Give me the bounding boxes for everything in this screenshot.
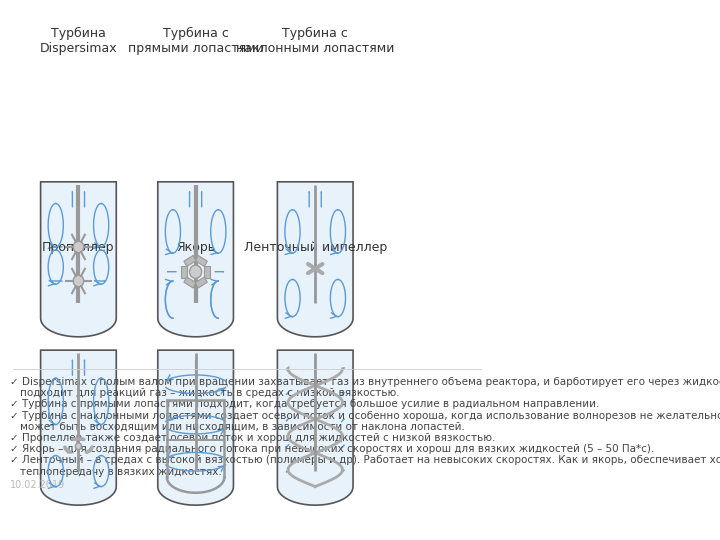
Polygon shape — [40, 182, 117, 337]
Circle shape — [73, 241, 84, 253]
Bar — [181, 266, 187, 278]
Text: может быть восходящим или нисходящим, в зависимости от наклона лопастей.: может быть восходящим или нисходящим, в … — [20, 422, 464, 432]
Text: ✓ Dispersimax с полым валом при вращении захватывает газ из внутреннего объема р: ✓ Dispersimax с полым валом при вращении… — [10, 377, 720, 387]
Text: Якорь: Якорь — [176, 241, 215, 254]
Bar — [204, 266, 210, 278]
Text: Ленточный импеллер: Ленточный импеллер — [243, 241, 387, 254]
Bar — [184, 277, 196, 288]
Text: теплопередачу в вязких жидкостях.: теплопередачу в вязких жидкостях. — [20, 467, 222, 477]
Text: ✓ Ленточный – в средах с высокой вязкостью (полимеры и др). Работает на невысоки: ✓ Ленточный – в средах с высокой вязкост… — [10, 455, 720, 465]
Polygon shape — [40, 350, 117, 505]
Bar — [195, 277, 207, 288]
Text: ✓ Турбина с прямыми лопастями подходит, когда требуется большое усилие в радиаль: ✓ Турбина с прямыми лопастями подходит, … — [10, 400, 600, 409]
Circle shape — [189, 265, 202, 278]
Text: ✓ Якорь – для создания радиального потока при невысоких скоростях и хорош для вя: ✓ Якорь – для создания радиального поток… — [10, 444, 654, 454]
Text: подходит для реакций газ – жидкость в средах с низкой вязкостью.: подходит для реакций газ – жидкость в ср… — [20, 388, 400, 398]
Text: ✓ Пропеллер также создает осевой поток и хорош для жидкостей с низкой вязкостью.: ✓ Пропеллер также создает осевой поток и… — [10, 433, 495, 443]
Bar — [195, 255, 207, 267]
Text: Турбина
Dispersimax: Турбина Dispersimax — [40, 27, 117, 55]
Bar — [184, 255, 196, 267]
Polygon shape — [277, 350, 353, 505]
Text: ✓ Турбина с наклонными лопастями создает осевой поток и особенно хороша, когда и: ✓ Турбина с наклонными лопастями создает… — [10, 410, 720, 421]
Text: 10.02.2019: 10.02.2019 — [10, 480, 66, 489]
Text: Турбина с
наклонными лопастями: Турбина с наклонными лопастями — [236, 27, 395, 55]
Circle shape — [76, 443, 81, 450]
Text: Турбина с
прямыми лопастями: Турбина с прямыми лопастями — [127, 27, 264, 55]
Polygon shape — [158, 182, 233, 337]
Polygon shape — [277, 182, 353, 337]
Text: Пропеллер: Пропеллер — [42, 241, 114, 254]
Circle shape — [73, 275, 84, 287]
Polygon shape — [158, 350, 233, 505]
